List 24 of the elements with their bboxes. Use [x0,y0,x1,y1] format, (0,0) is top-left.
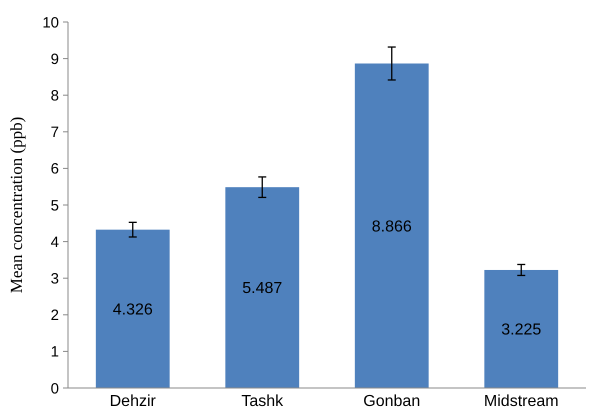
y-tick-label: 0 [50,380,59,398]
y-tick-label: 5 [50,197,59,214]
data-label: 8.866 [372,218,412,236]
bar [484,270,558,388]
x-tick-label: Dehzir [110,393,157,410]
y-axis-title: Mean concentration (ppb) [7,116,26,294]
y-tick-label: 4 [50,234,59,251]
y-tick-label: 1 [50,344,59,361]
y-tick-label: 9 [50,50,59,68]
y-tick-label: 2 [50,307,59,324]
data-label: 3.225 [501,322,542,339]
data-label: 4.326 [112,301,153,318]
y-tick-label: 10 [42,14,59,32]
bar [354,64,429,388]
bar [96,230,170,388]
bar [225,187,300,388]
x-tick-label: Midstream [484,393,559,410]
y-tick-label: 6 [50,160,59,178]
y-tick-label: 8 [50,87,59,104]
x-tick-label: Tashk [241,393,284,410]
y-tick-label: 7 [50,124,59,142]
x-tick-label: Gonban [363,393,420,410]
y-tick-label: 3 [50,270,59,288]
data-label: 5.487 [242,280,282,298]
